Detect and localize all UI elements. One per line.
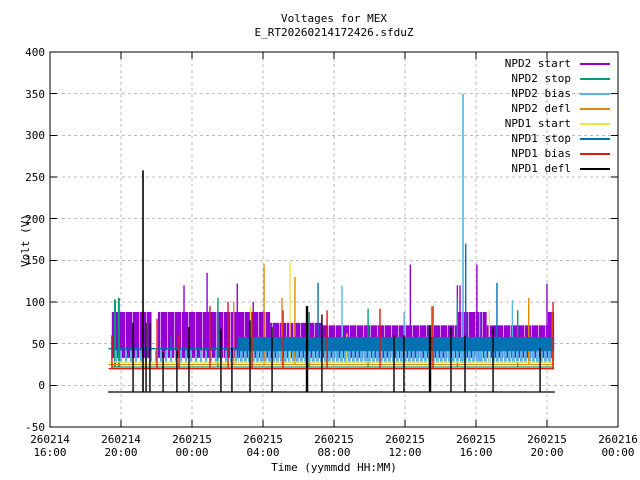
legend-entry-label: NPD1 stop — [511, 132, 571, 145]
x-tick-label: 260214 20:00 — [101, 433, 141, 459]
legend-entry: NPD2 defl — [505, 101, 610, 116]
legend-color-line-icon — [580, 107, 610, 110]
y-tick-label: 400 — [25, 46, 45, 59]
legend-entry-label: NPD1 start — [504, 117, 571, 130]
series-npd2-bias — [112, 93, 555, 363]
legend-entry-label: NPD1 bias — [511, 147, 571, 160]
legend-entry: NPD2 stop — [505, 71, 610, 86]
y-tick-label: 0 — [38, 379, 45, 393]
y-tick-label: 150 — [25, 254, 45, 268]
y-axis-label: Volt (V) — [19, 214, 32, 267]
x-tick-label: 260215 20:00 — [527, 433, 567, 459]
chart-title: Voltages for MEX — [281, 12, 387, 25]
legend-entry-label: NPD2 stop — [511, 72, 571, 85]
series-npd1-stop — [108, 243, 555, 352]
legend-entry: NPD1 bias — [505, 146, 610, 161]
series-npd1-bias — [108, 302, 555, 370]
y-tick-label: 100 — [25, 296, 45, 309]
legend-entry: NPD2 start — [505, 56, 610, 71]
x-tick-label: 260215 08:00 — [314, 433, 354, 459]
legend-color-line-icon — [580, 92, 610, 95]
x-tick-label: 260215 16:00 — [456, 433, 496, 459]
y-tick-label: 350 — [25, 87, 45, 101]
legend-color-line-icon — [580, 62, 610, 65]
x-tick-label: 260214 16:00 — [30, 433, 70, 459]
legend-entry: NPD1 stop — [505, 131, 610, 146]
plot-border — [49, 51, 619, 428]
legend-color-line-icon — [580, 122, 610, 125]
series-npd1-defl — [108, 170, 555, 393]
legend-entry: NPD1 defl — [505, 161, 610, 176]
x-tick-label: 260215 00:00 — [172, 433, 212, 459]
y-tick-label: 300 — [25, 129, 45, 143]
x-tick-label: 260216 00:00 — [598, 433, 638, 459]
x-tick-label: 260215 04:00 — [243, 433, 283, 459]
y-tick-label: 250 — [25, 171, 45, 184]
legend-color-line-icon — [580, 167, 610, 170]
legend-entry: NPD1 start — [505, 116, 610, 131]
legend-color-line-icon — [580, 152, 610, 155]
legend-color-line-icon — [580, 137, 610, 140]
legend-color-line-icon — [580, 77, 610, 80]
chart-subtitle: E_RT20260214172426.sfduZ — [254, 26, 414, 39]
x-axis-label: Time (yymmdd HH:MM) — [271, 461, 397, 474]
y-tick-label: 50 — [31, 337, 45, 351]
legend: NPD2 start NPD2 stop NPD2 bias NPD2 defl NPD… — [505, 56, 610, 176]
legend-entry-label: NPD1 defl — [511, 162, 571, 175]
legend-entry-label: NPD2 start — [504, 57, 571, 70]
y-tick-label: -50 — [25, 421, 45, 434]
legend-entry-label: NPD2 defl — [511, 102, 571, 115]
x-tick-label: 260215 12:00 — [385, 433, 425, 459]
legend-entry-label: NPD2 bias — [511, 87, 571, 100]
legend-entry: NPD2 bias — [505, 86, 610, 101]
y-tick-label: 200 — [25, 212, 45, 226]
